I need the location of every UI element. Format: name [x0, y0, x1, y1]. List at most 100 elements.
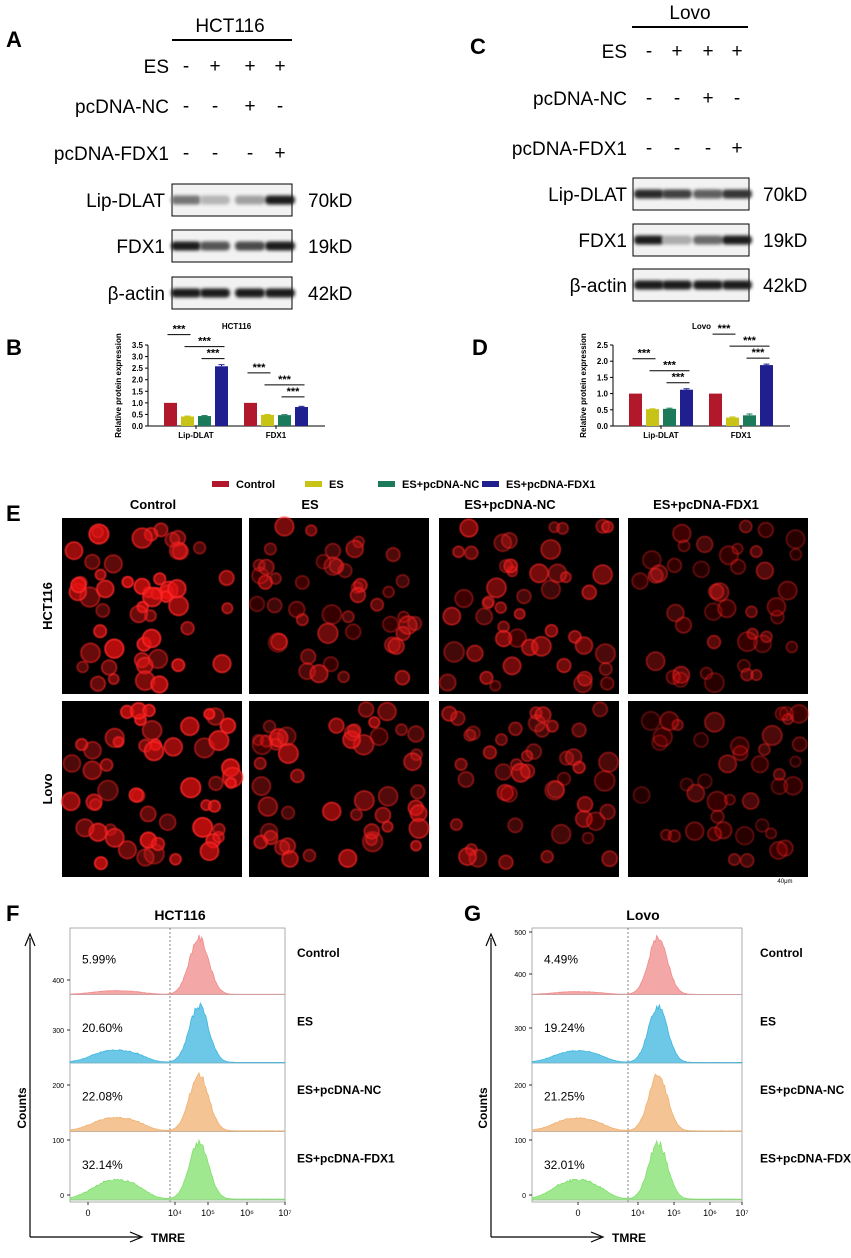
cell [350, 808, 363, 821]
y-tick-label: 0.5 [597, 406, 609, 415]
cell [442, 606, 462, 626]
legend-swatch [378, 481, 395, 487]
panel-letter-f: F [6, 901, 19, 926]
x-tick-label: 10⁶ [703, 1208, 717, 1218]
significance-label: *** [253, 362, 267, 374]
flow-histogram [69, 1002, 286, 1064]
gate-percent: 19.24% [544, 1021, 585, 1035]
cell [508, 721, 523, 736]
cell [598, 662, 613, 676]
significance-label: *** [287, 386, 301, 398]
cell [221, 602, 234, 615]
x-tick-label: 10⁵ [667, 1208, 681, 1218]
blot-band-size: 42kD [763, 276, 807, 297]
microscopy-column-label: ES+pcDNA-NC [464, 497, 556, 512]
cell [370, 597, 385, 612]
blot-condition-mark: - [183, 143, 189, 164]
x-tick-label: FDX1 [266, 431, 287, 440]
blot-condition-label: ES [602, 42, 627, 63]
cell [104, 638, 125, 659]
cell [450, 710, 466, 726]
cell [262, 719, 277, 734]
cell [731, 542, 744, 555]
cell [755, 818, 770, 833]
cell [368, 716, 381, 729]
cell [309, 664, 329, 684]
legend-label: Control [236, 479, 275, 491]
cell [735, 826, 755, 846]
y-tick-label: 1.0 [132, 399, 144, 408]
cell [93, 624, 108, 639]
series-label: ES+pcDNA-FDX1 [760, 1151, 851, 1165]
blot-band [235, 195, 265, 205]
cell [571, 722, 587, 738]
cell [281, 805, 296, 820]
blot-condition-label: pcDNA-FDX1 [54, 144, 169, 165]
cell [494, 763, 512, 781]
blot-condition-mark: + [244, 56, 255, 77]
y-tick-label: 0.0 [132, 422, 144, 431]
cell [595, 643, 616, 665]
microscopy-column-label: ES [301, 497, 319, 512]
blot-condition-mark: + [731, 41, 742, 62]
flow-frame [531, 927, 743, 1203]
cell [452, 545, 465, 559]
bar [726, 417, 739, 426]
blot-condition-mark: - [183, 96, 189, 117]
cell [168, 541, 188, 560]
cell [95, 603, 111, 618]
blot-band-size: 19kD [308, 237, 352, 258]
cell [632, 786, 651, 804]
y-tick-label: 0.5 [132, 410, 144, 419]
cell [519, 763, 536, 779]
cell [382, 615, 400, 633]
cell [739, 853, 755, 868]
y-tick-label: 2.0 [132, 376, 144, 385]
cell [353, 790, 375, 811]
cell [697, 773, 713, 789]
cell [576, 796, 594, 813]
cell [349, 586, 366, 604]
cell [443, 641, 465, 663]
blot-band [693, 280, 723, 290]
cell [666, 603, 685, 623]
cell [745, 605, 758, 619]
cell [545, 719, 559, 733]
cell [212, 654, 232, 674]
cell [91, 525, 104, 539]
cell [631, 572, 649, 590]
cell [457, 771, 475, 788]
bar [278, 415, 291, 426]
x-tick-label: FDX1 [731, 431, 752, 440]
significance-label: *** [743, 335, 757, 347]
cell [341, 610, 355, 624]
cell [758, 743, 771, 756]
cell [253, 756, 267, 770]
cell [738, 519, 753, 534]
panel-letter-b: B [6, 335, 22, 360]
cell [581, 584, 597, 600]
bar [663, 408, 676, 426]
cell [153, 572, 167, 586]
cell [556, 771, 572, 786]
chart-title: Lovo [692, 322, 711, 331]
series-label: ES+pcDNA-NC [760, 1083, 845, 1097]
blot-condition-mark: + [274, 143, 285, 164]
blot-condition-mark: + [671, 41, 682, 62]
cell [344, 724, 361, 741]
bar [760, 365, 773, 426]
flow-histogram [531, 1139, 743, 1201]
cell [789, 755, 802, 768]
blot-condition-label: pcDNA-NC [75, 97, 169, 118]
cell [193, 541, 207, 555]
cell [104, 828, 125, 848]
panel-letter-c: C [470, 34, 486, 59]
cell [208, 775, 224, 791]
cell [556, 521, 569, 535]
cell [466, 644, 484, 662]
cell [142, 586, 163, 608]
blot-condition-mark: + [274, 56, 285, 77]
gate-percent: 5.99% [82, 953, 116, 967]
cell [482, 745, 497, 760]
cell [208, 730, 230, 751]
